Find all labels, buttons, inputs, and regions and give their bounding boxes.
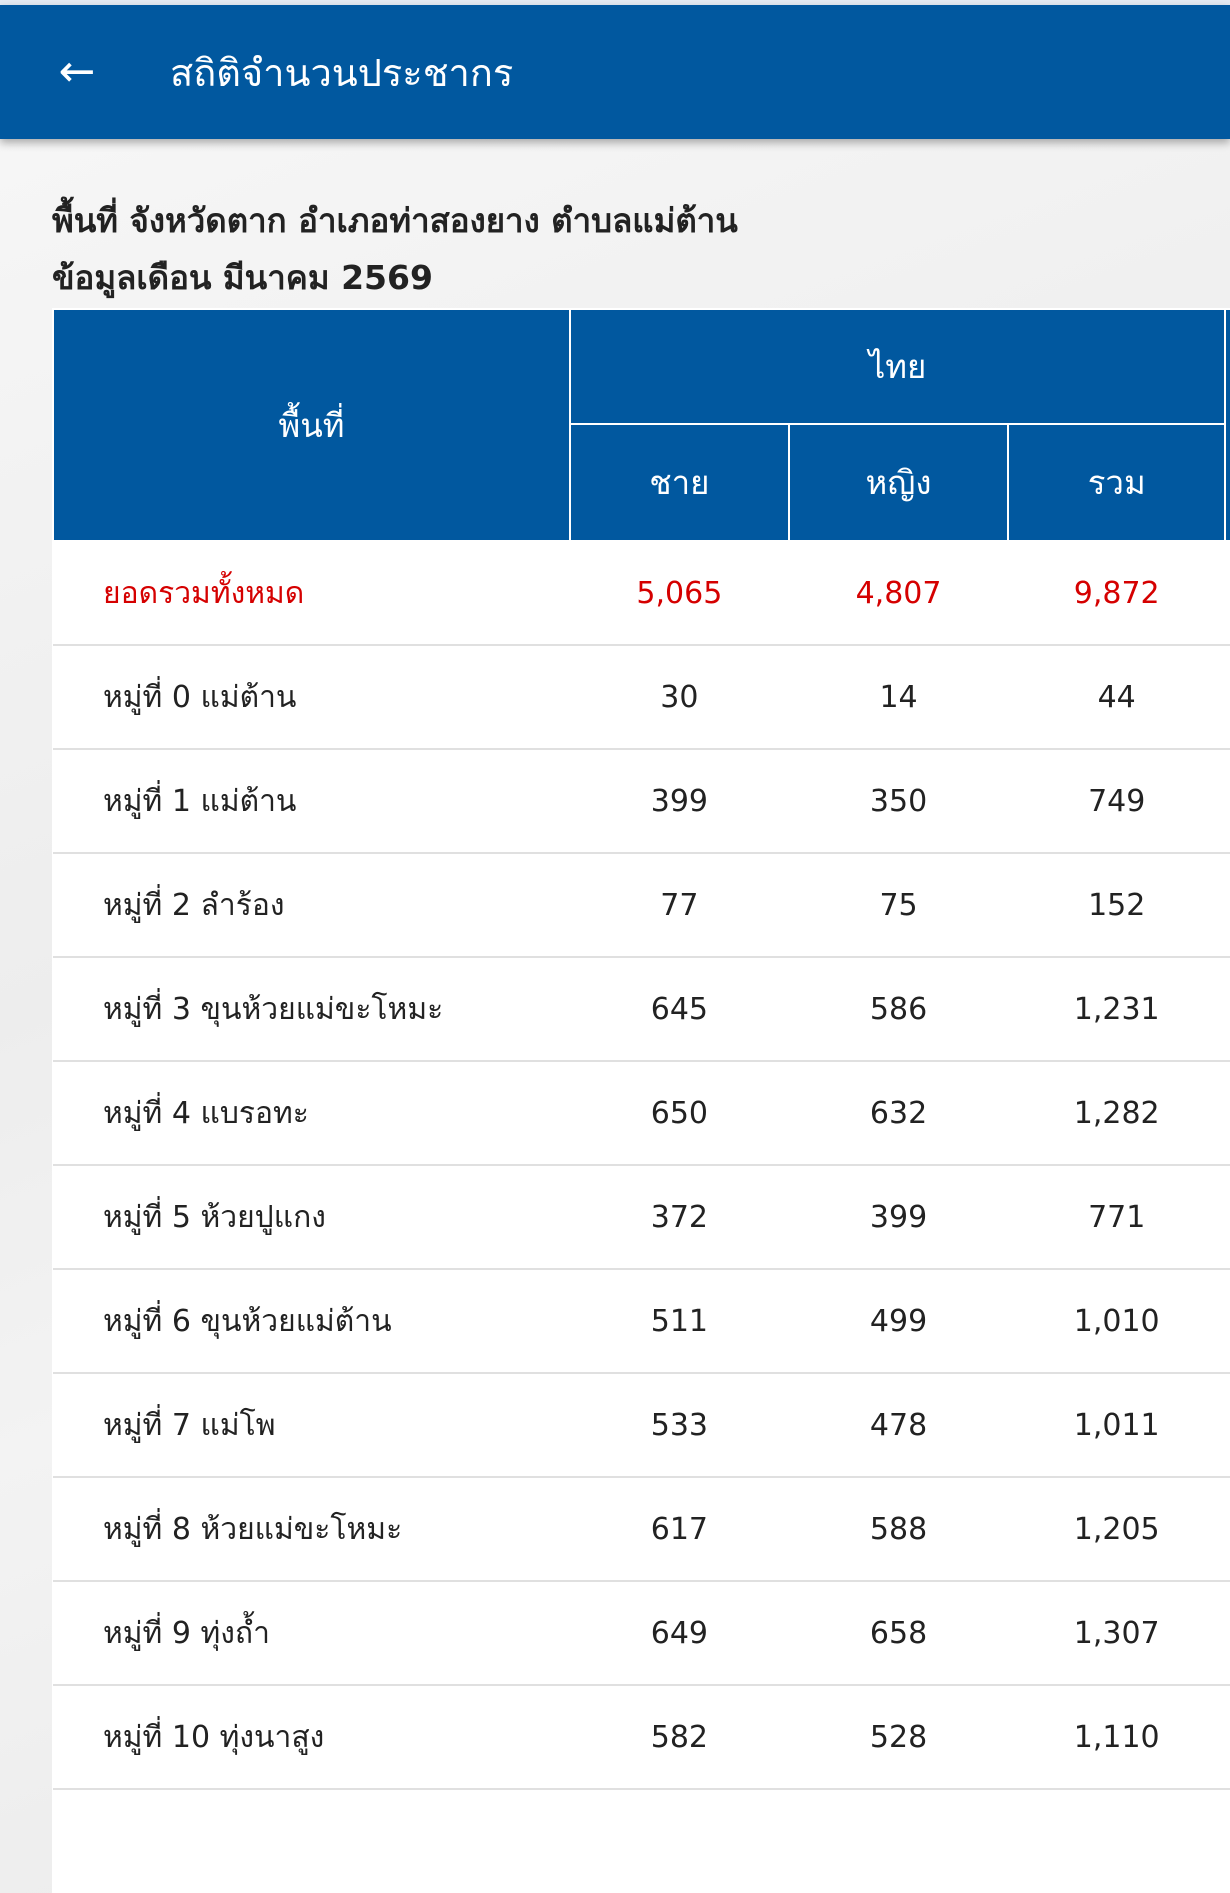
row-label: หมู่ที่ 5 ห้วยปูแกง	[53, 1165, 571, 1270]
row-label: หมู่ที่ 8 ห้วยแม่ขะโหมะ	[53, 1477, 571, 1582]
row-total: 1,205	[1008, 1477, 1226, 1582]
clipped-cell	[1225, 749, 1230, 854]
page-title: สถิติจำนวนประชากร	[170, 51, 514, 95]
clipped-cell	[1225, 1581, 1230, 1686]
clipped-cell	[1225, 1373, 1230, 1478]
table-row: หมู่ที่ 0 แม่ต้าน 30 14 44	[53, 645, 1230, 750]
row-male: 617	[570, 1477, 789, 1582]
row-label: หมู่ที่ 9 ทุ่งถ้ำ	[53, 1581, 571, 1686]
header-area: พื้นที่	[51, 308, 572, 542]
row-total: 1,307	[1008, 1581, 1226, 1686]
total-label: ยอดรวมทั้งหมด	[53, 541, 571, 646]
row-label: หมู่ที่ 3 ขุนห้วยแม่ขะโหมะ	[53, 957, 571, 1062]
row-total: 771	[1008, 1165, 1226, 1270]
row-male: 533	[570, 1373, 789, 1478]
table-row: หมู่ที่ 7 แม่โพ 533 478 1,011	[53, 1373, 1230, 1478]
clipped-cell	[1225, 957, 1230, 1062]
row-male: 399	[570, 749, 789, 854]
row-female: 478	[788, 1373, 1009, 1478]
row-total: 152	[1008, 853, 1226, 958]
clipped-cell	[1225, 1061, 1230, 1166]
row-total: 1,110	[1008, 1685, 1226, 1790]
clipped-cell	[1225, 1269, 1230, 1374]
clipped-cell	[1225, 541, 1230, 646]
population-table: พื้นที่ ไทย ชาย หญิง รวม ยอดรวมทั้งหมด 5…	[51, 308, 1230, 1790]
status-strip	[0, 0, 1230, 5]
row-male: 511	[570, 1269, 789, 1374]
total-female: 4,807	[788, 541, 1009, 646]
table-row: หมู่ที่ 10 ทุ่งนาสูง 582 528 1,110	[53, 1685, 1230, 1790]
row-label: หมู่ที่ 1 แม่ต้าน	[53, 749, 571, 854]
month-line: ข้อมูลเดือน มีนาคม 2569	[52, 258, 433, 297]
table-row: หมู่ที่ 5 ห้วยปูแกง 372 399 771	[53, 1165, 1230, 1270]
row-male: 30	[570, 645, 789, 750]
row-male: 372	[570, 1165, 789, 1270]
row-label: หมู่ที่ 6 ขุนห้วยแม่ต้าน	[53, 1269, 571, 1374]
table-row: หมู่ที่ 9 ทุ่งถ้ำ 649 658 1,307	[53, 1581, 1230, 1686]
clipped-cell	[1225, 853, 1230, 958]
row-total: 1,011	[1008, 1373, 1226, 1478]
header-female: หญิง	[787, 423, 1010, 542]
row-female: 350	[788, 749, 1009, 854]
row-male: 645	[570, 957, 789, 1062]
row-female: 14	[788, 645, 1009, 750]
arrow-left-icon[interactable]: ←	[58, 46, 96, 97]
total-male: 5,065	[570, 541, 789, 646]
header-thai: ไทย	[569, 308, 1227, 425]
row-total: 749	[1008, 749, 1226, 854]
row-female: 499	[788, 1269, 1009, 1374]
row-label: หมู่ที่ 0 แม่ต้าน	[53, 645, 571, 750]
row-male: 582	[570, 1685, 789, 1790]
table-row: หมู่ที่ 6 ขุนห้วยแม่ต้าน 511 499 1,010	[53, 1269, 1230, 1374]
row-female: 75	[788, 853, 1009, 958]
row-female: 588	[788, 1477, 1009, 1582]
table-row: หมู่ที่ 2 ลำร้อง 77 75 152	[53, 853, 1230, 958]
row-label: หมู่ที่ 10 ทุ่งนาสูง	[53, 1685, 571, 1790]
row-female: 658	[788, 1581, 1009, 1686]
row-female: 632	[788, 1061, 1009, 1166]
row-female: 586	[788, 957, 1009, 1062]
row-label: หมู่ที่ 7 แม่โพ	[53, 1373, 571, 1478]
row-total: 1,010	[1008, 1269, 1226, 1374]
table-row: หมู่ที่ 3 ขุนห้วยแม่ขะโหมะ 645 586 1,231	[53, 957, 1230, 1062]
row-total: 44	[1008, 645, 1226, 750]
row-total: 1,282	[1008, 1061, 1226, 1166]
header-clipped	[1224, 308, 1230, 542]
table-row: หมู่ที่ 1 แม่ต้าน 399 350 749	[53, 749, 1230, 854]
row-female: 528	[788, 1685, 1009, 1790]
area-line: พื้นที่ จังหวัดตาก อำเภอท่าสองยาง ตำบลแม…	[52, 201, 738, 240]
table-row: หมู่ที่ 4 แบรอทะ 650 632 1,282	[53, 1061, 1230, 1166]
row-male: 650	[570, 1061, 789, 1166]
table-row: หมู่ที่ 8 ห้วยแม่ขะโหมะ 617 588 1,205	[53, 1477, 1230, 1582]
row-male: 77	[570, 853, 789, 958]
area-heading: พื้นที่ จังหวัดตาก อำเภอท่าสองยาง ตำบลแม…	[52, 192, 738, 306]
total-sum: 9,872	[1008, 541, 1226, 646]
header-total: รวม	[1007, 423, 1227, 542]
total-row: ยอดรวมทั้งหมด 5,065 4,807 9,872	[53, 541, 1230, 646]
row-male: 649	[570, 1581, 789, 1686]
clipped-cell	[1225, 1477, 1230, 1582]
row-total: 1,231	[1008, 957, 1226, 1062]
clipped-cell	[1225, 645, 1230, 750]
clipped-cell	[1225, 1165, 1230, 1270]
clipped-cell	[1225, 1685, 1230, 1790]
app-bar: ← สถิติจำนวนประชากร	[0, 5, 1230, 139]
row-label: หมู่ที่ 2 ลำร้อง	[53, 853, 571, 958]
row-label: หมู่ที่ 4 แบรอทะ	[53, 1061, 571, 1166]
row-female: 399	[788, 1165, 1009, 1270]
header-male: ชาย	[569, 423, 790, 542]
